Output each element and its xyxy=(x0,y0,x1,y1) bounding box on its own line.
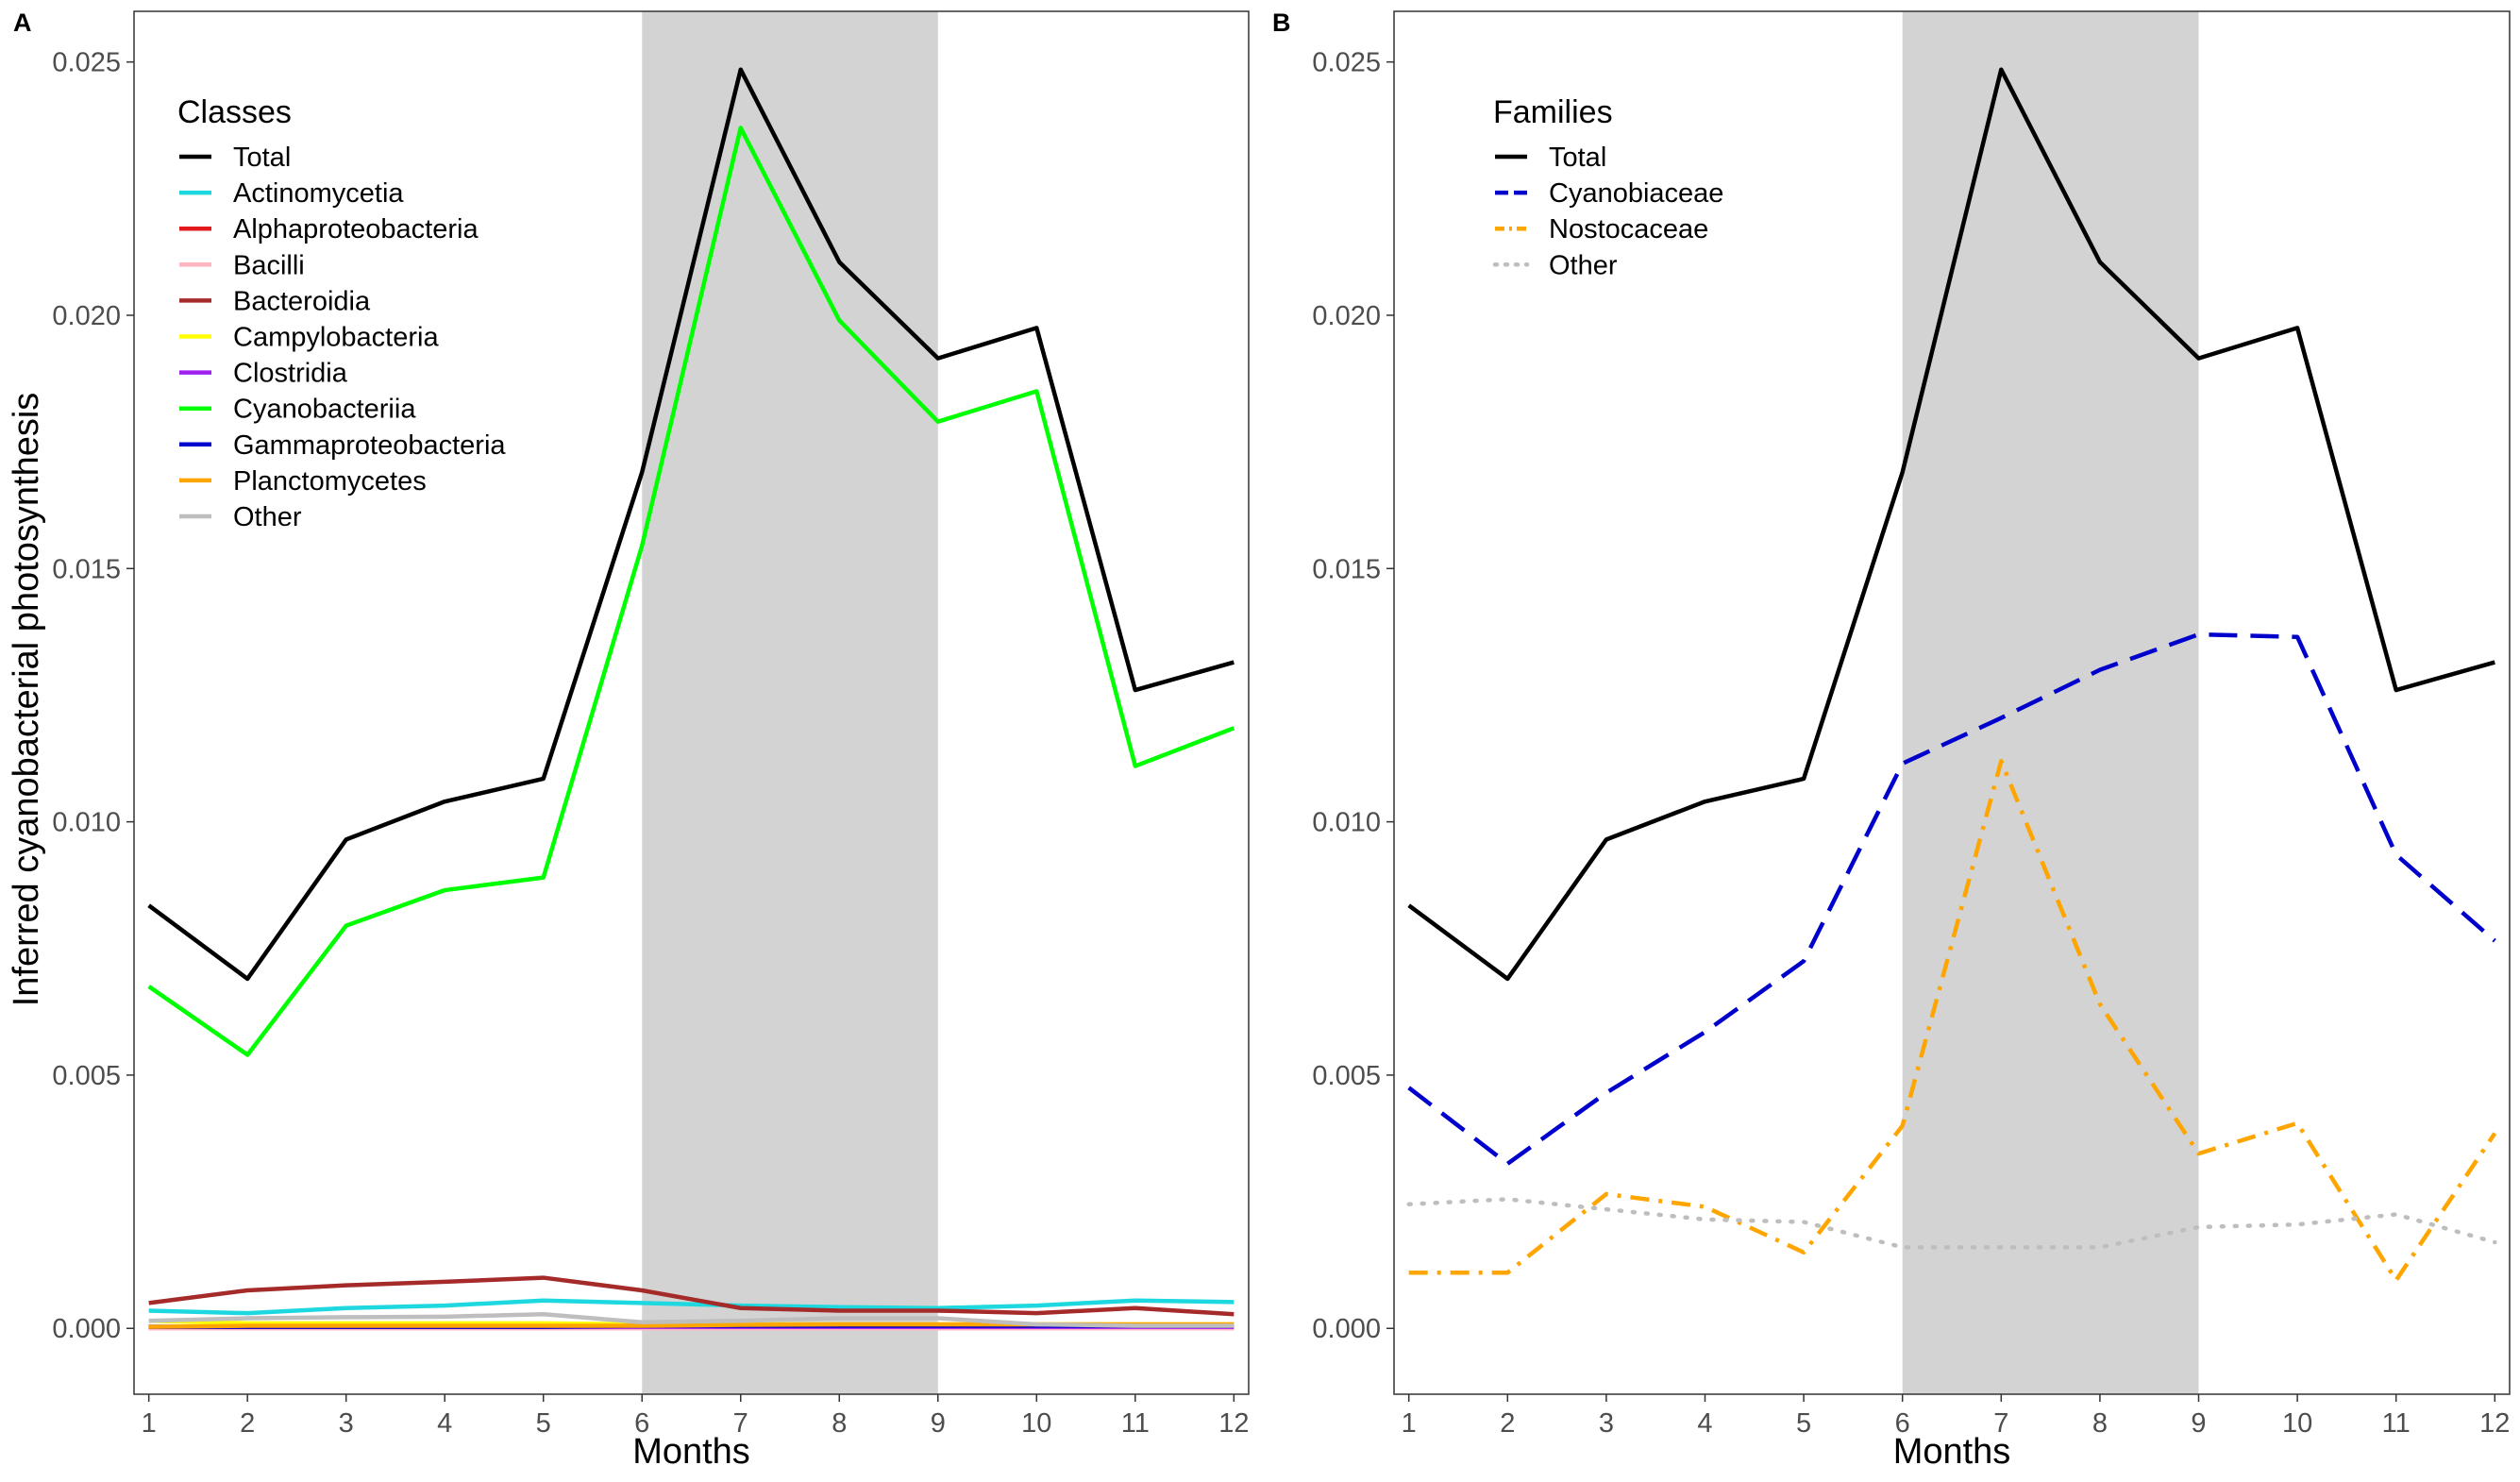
panel-a-x-tick-label: 2 xyxy=(240,1408,255,1439)
panel-a-y-tick-label: 0.015 xyxy=(52,554,121,584)
panel-a-legend-label-alphaproteobacteria: Alphaproteobacteria xyxy=(233,214,479,244)
panel-b-series-other xyxy=(1406,1197,2497,1250)
panel-b-letter: B xyxy=(1272,8,1291,37)
panel-a-legend-label-total: Total xyxy=(233,143,291,173)
panel-a-series-cyanobacteriia xyxy=(147,126,1235,1057)
panel-a-legend-title: Classes xyxy=(177,94,292,130)
panel-a-series-bacteroidia xyxy=(148,1275,1235,1317)
panel-a-x-tick-label: 5 xyxy=(536,1408,551,1439)
panel-b-x-tick-label: 9 xyxy=(2191,1408,2206,1439)
panel-b-legend-label-other: Other xyxy=(1549,250,1618,280)
panel-a-x-tick-label: 3 xyxy=(339,1408,354,1439)
panel-a-x-axis-title: Months xyxy=(632,1432,750,1472)
panel-a-series-actinomycetia xyxy=(148,1298,1235,1316)
panel-a-series-total xyxy=(147,67,1235,982)
panel-b-legend-label-nostocaceae: Nostocaceae xyxy=(1549,214,1708,244)
panel-b-y-tick-label: 0.010 xyxy=(1312,808,1381,838)
panel-b-plot-border xyxy=(1393,10,2511,1395)
panel-b-x-tick-label: 3 xyxy=(1599,1408,1614,1439)
panel-b-x-tick-label: 5 xyxy=(1796,1408,1811,1439)
panel-a-plot-border xyxy=(133,10,1250,1395)
panel-a-x-tick-label: 8 xyxy=(832,1408,847,1439)
panel-a-x-tick-label: 12 xyxy=(1218,1408,1249,1439)
panel-a-legend-label-campylobacteria: Campylobacteria xyxy=(233,323,439,353)
panel-b-x-tick-label: 2 xyxy=(1500,1408,1515,1439)
panel-b-series-cyanobiaceae xyxy=(1407,632,2496,1167)
panel-b-x-tick-label: 8 xyxy=(2092,1408,2108,1439)
panel-b-legend-label-total: Total xyxy=(1549,143,1606,173)
panel-a-letter: A xyxy=(13,8,32,37)
panel-b-legend-label-cyanobiaceae: Cyanobiaceae xyxy=(1549,178,1723,209)
panel-b-legend-title: Families xyxy=(1493,94,1613,130)
panel-b-x-tick-label: 7 xyxy=(1993,1408,2008,1439)
y-axis-title: Inferred cyanobacterial photosynthesis xyxy=(7,393,46,1007)
panel-a-y-tick-label: 0.025 xyxy=(52,48,121,78)
panel-b-x-tick-label: 1 xyxy=(1402,1408,1417,1439)
panel-b-x-tick-label: 12 xyxy=(2479,1408,2510,1439)
panel-a-y-tick-label: 0.020 xyxy=(52,301,121,331)
panel-b-x-tick-label: 11 xyxy=(2382,1408,2411,1439)
panel-b-x-tick-label: 4 xyxy=(1697,1408,1712,1439)
panel-a-x-tick-label: 6 xyxy=(634,1408,649,1439)
panel-a-x-tick-label: 9 xyxy=(931,1408,946,1439)
panel-b-x-tick-label: 10 xyxy=(2282,1408,2312,1439)
panel-b-y-tick-label: 0.005 xyxy=(1312,1061,1381,1091)
panel-a-legend-label-bacilli: Bacilli xyxy=(233,250,305,280)
panel-a-legend-label-cyanobacteriia: Cyanobacteriia xyxy=(233,395,416,425)
panel-b-x-axis-title: Months xyxy=(1893,1432,2011,1472)
panel-a-series-other xyxy=(148,1311,1235,1328)
panel-b-y-tick-label: 0.015 xyxy=(1312,554,1381,584)
panel-a-x-tick-label: 11 xyxy=(1121,1408,1150,1439)
panel-a-shaded-region xyxy=(642,11,938,1394)
panel-a-x-tick-label: 1 xyxy=(142,1408,157,1439)
panel-a-x-tick-label: 7 xyxy=(733,1408,748,1439)
panel-a-y-tick-label: 0.010 xyxy=(52,808,121,838)
panel-a-legend-label-clostridia: Clostridia xyxy=(233,359,348,389)
panel-a-y-tick-label: 0.000 xyxy=(52,1314,121,1344)
panel-a-legend-label-other: Other xyxy=(233,502,302,532)
panel-a-legend-label-gammaproteobacteria: Gammaproteobacteria xyxy=(233,430,506,461)
panel-a-x-tick-label: 4 xyxy=(437,1408,452,1439)
panel-a-y-tick-label: 0.005 xyxy=(52,1061,121,1091)
panel-a-x-tick-label: 10 xyxy=(1021,1408,1051,1439)
panel-b-series-nostocaceae xyxy=(1408,758,2497,1283)
panel-b-y-tick-label: 0.025 xyxy=(1312,48,1381,78)
panel-b-shaded-region xyxy=(1902,11,2199,1394)
panel-b-series-total xyxy=(1407,67,2495,982)
panel-a-legend-label-bacteroidia: Bacteroidia xyxy=(233,286,371,316)
panel-b-y-tick-label: 0.020 xyxy=(1312,301,1381,331)
panel-b-y-tick-label: 0.000 xyxy=(1312,1314,1381,1344)
panel-b-x-tick-label: 6 xyxy=(1895,1408,1910,1439)
panel-a-legend-label-planctomycetes: Planctomycetes xyxy=(233,466,427,497)
panel-a-legend-label-actinomycetia: Actinomycetia xyxy=(233,178,404,209)
